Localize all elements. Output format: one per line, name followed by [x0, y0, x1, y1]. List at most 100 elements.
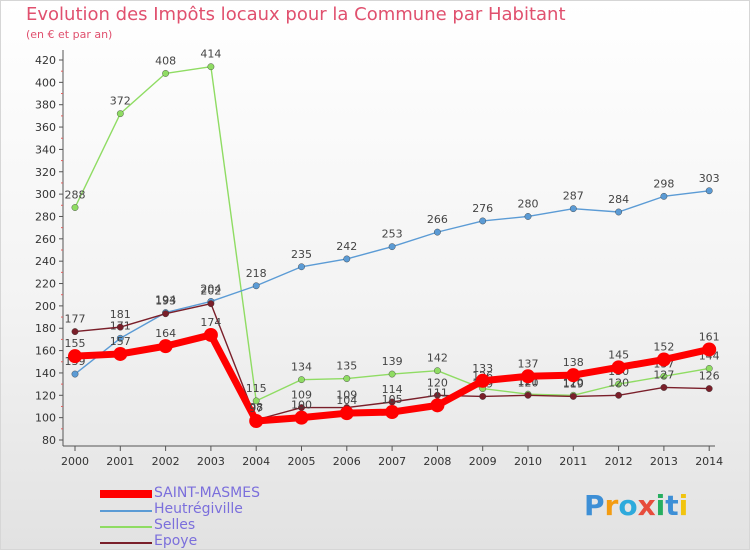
data-label-heutr-giville: 235 — [291, 248, 312, 261]
data-label-selles: 142 — [427, 352, 448, 365]
data-point-epoye — [524, 391, 532, 399]
data-label-heutr-giville: 284 — [608, 193, 629, 206]
data-label-epoye: 120 — [427, 376, 448, 389]
data-point-epoye — [207, 300, 215, 308]
data-point-selles — [116, 110, 124, 118]
data-label-saint-masmes: 155 — [65, 337, 86, 350]
data-label-selles: 139 — [382, 355, 403, 368]
data-point-heutr-giville — [705, 187, 713, 195]
data-point-heutr-giville — [479, 217, 487, 225]
data-point-epoye — [162, 310, 170, 318]
data-label-saint-masmes: 100 — [291, 399, 312, 412]
x-tick-label: 2000 — [61, 455, 89, 468]
data-point-selles — [615, 380, 622, 388]
data-label-selles: 135 — [336, 360, 357, 373]
data-point-saint-masmes — [249, 414, 264, 428]
data-point-selles — [433, 367, 441, 375]
data-point-selles — [660, 372, 668, 380]
y-tick-label: 200 — [35, 300, 56, 313]
data-point-selles — [705, 365, 713, 372]
data-label-epoye: 202 — [200, 285, 221, 298]
data-point-epoye — [116, 323, 124, 331]
x-tick-label: 2003 — [197, 455, 225, 468]
y-tick-label: 400 — [35, 76, 56, 89]
data-point-epoye — [71, 328, 79, 335]
data-label-saint-masmes: 137 — [518, 357, 539, 370]
proxiti-logo: Proxiti — [584, 489, 689, 522]
data-label-heutr-giville: 287 — [563, 190, 584, 203]
y-tick-label: 320 — [35, 166, 56, 179]
x-tick-label: 2004 — [242, 455, 270, 468]
y-tick-label: 260 — [35, 233, 56, 246]
data-label-heutr-giville: 266 — [427, 213, 448, 226]
data-point-selles — [71, 204, 79, 211]
data-label-selles: 408 — [155, 54, 176, 67]
data-label-heutr-giville: 298 — [653, 177, 674, 190]
x-tick-label: 2009 — [469, 455, 497, 468]
legend-swatch-epoye — [100, 542, 152, 544]
data-point-heutr-giville — [71, 370, 79, 378]
data-point-saint-masmes — [158, 339, 173, 354]
data-point-heutr-giville — [252, 282, 260, 290]
data-point-selles — [207, 63, 215, 71]
data-label-heutr-giville: 253 — [382, 228, 403, 241]
data-point-saint-masmes — [475, 373, 490, 388]
data-point-heutr-giville — [615, 208, 622, 216]
y-tick-label: 140 — [35, 367, 56, 380]
y-tick-label: 360 — [35, 121, 56, 134]
data-point-selles — [343, 375, 351, 382]
data-label-selles: 134 — [291, 361, 312, 374]
data-point-epoye — [660, 384, 668, 391]
y-tick-label: 240 — [35, 255, 56, 268]
data-label-epoye: 127 — [653, 368, 674, 381]
x-tick-label: 2011 — [559, 455, 587, 468]
data-label-saint-masmes: 164 — [155, 327, 176, 340]
data-point-saint-masmes — [68, 349, 82, 364]
data-point-selles — [162, 70, 170, 77]
data-label-epoye: 177 — [65, 313, 86, 326]
data-label-heutr-giville: 303 — [699, 172, 720, 185]
data-label-heutr-giville: 194 — [155, 294, 176, 307]
legend-swatch-saint-masmes — [100, 490, 152, 498]
data-label-heutr-giville: 204 — [200, 282, 221, 295]
y-tick-label: 280 — [35, 210, 56, 223]
data-label-epoye: 109 — [336, 389, 357, 402]
data-label-saint-masmes: 145 — [608, 348, 629, 361]
data-label-saint-masmes: 152 — [653, 341, 674, 354]
data-label-selles: 288 — [65, 189, 86, 202]
x-tick-label: 2010 — [514, 455, 542, 468]
data-label-epoye: 193 — [155, 295, 176, 308]
x-tick-label: 2008 — [423, 455, 451, 468]
data-label-heutr-giville: 218 — [246, 267, 267, 280]
y-tick-label: 180 — [35, 322, 56, 335]
data-point-saint-masmes — [113, 346, 128, 361]
data-point-saint-masmes — [611, 360, 626, 375]
data-label-epoye: 181 — [110, 308, 131, 321]
x-tick-label: 2005 — [288, 455, 316, 468]
y-tick-label: 300 — [35, 188, 56, 201]
x-tick-label: 2001 — [106, 455, 134, 468]
data-label-epoye: 109 — [291, 389, 312, 402]
data-point-heutr-giville — [524, 213, 532, 220]
data-label-selles: 115 — [246, 382, 267, 395]
data-point-saint-masmes — [430, 398, 445, 413]
y-tick-label: 380 — [35, 99, 56, 112]
legend-swatch-selles — [100, 526, 152, 528]
data-label-saint-masmes: 133 — [472, 362, 493, 375]
x-tick-label: 2007 — [378, 455, 406, 468]
x-tick-label: 2012 — [605, 455, 633, 468]
data-point-saint-masmes — [339, 406, 354, 421]
data-label-heutr-giville: 242 — [336, 240, 357, 253]
data-label-epoye: 126 — [699, 370, 720, 383]
data-label-selles: 414 — [200, 48, 221, 61]
chart-subtitle: (en € et par an) — [26, 28, 113, 41]
data-point-selles — [388, 370, 396, 378]
data-point-saint-masmes — [203, 327, 218, 342]
y-tick-label: 100 — [35, 412, 56, 425]
data-point-epoye — [615, 391, 622, 399]
data-point-epoye — [705, 385, 713, 392]
data-point-epoye — [479, 393, 487, 400]
data-label-saint-masmes: 105 — [382, 393, 403, 406]
y-tick-label: 80 — [42, 434, 56, 447]
